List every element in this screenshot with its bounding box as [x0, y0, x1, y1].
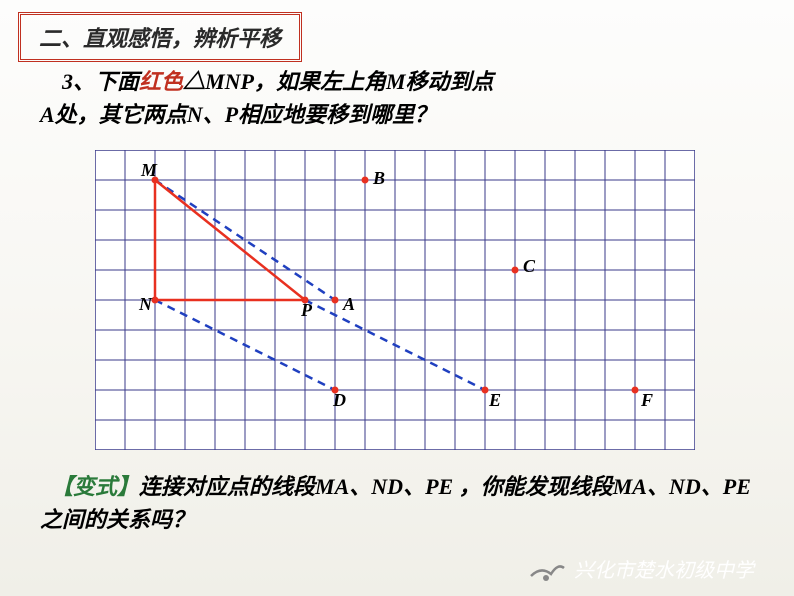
- question-text: 3、下面红色△MNP，如果左上角M移动到点 A处，其它两点N、P相应地要移到哪里？: [40, 65, 754, 131]
- q-n: N: [187, 102, 203, 127]
- grid-figure: M N P A B C D E F: [95, 150, 695, 450]
- school-logo-icon: [526, 548, 566, 588]
- q-p3: ，如果左上角: [254, 69, 386, 94]
- q-m: M: [386, 69, 406, 94]
- svg-text:P: P: [300, 300, 313, 320]
- grid-svg: M N P A B C D E F: [95, 150, 695, 450]
- q-prefix: 3、: [62, 69, 95, 94]
- footer: 兴化市楚水初级中学: [526, 548, 754, 588]
- svg-text:N: N: [138, 294, 153, 314]
- q-red: 红色: [139, 69, 183, 94]
- q-a: A: [40, 102, 55, 127]
- q-p7: 相应地要移到哪里？: [238, 102, 436, 127]
- bt-ma: MA: [315, 474, 349, 499]
- bt-nd2: ND: [669, 474, 701, 499]
- q-tri: MNP: [205, 69, 254, 94]
- bt3: 、: [403, 474, 425, 499]
- bt5: 、: [647, 474, 669, 499]
- q-p: P: [225, 102, 238, 127]
- svg-text:A: A: [342, 294, 355, 314]
- bt4: ，你能发现线段: [453, 474, 613, 499]
- q-p1: 下面: [95, 69, 139, 94]
- svg-text:F: F: [640, 390, 653, 410]
- bt-nd: ND: [371, 474, 403, 499]
- svg-text:D: D: [332, 390, 346, 410]
- bt7: 之间的关系吗？: [40, 507, 194, 532]
- bt6: 、: [701, 474, 723, 499]
- bt1: 连接对应点的线段: [139, 474, 315, 499]
- var-label: 【变式】: [51, 474, 139, 499]
- bt-ma2: MA: [613, 474, 647, 499]
- bt2: 、: [349, 474, 371, 499]
- svg-text:M: M: [140, 160, 158, 180]
- bt-pe: PE: [425, 474, 453, 499]
- footer-text: 兴化市楚水初级中学: [574, 554, 754, 583]
- section-header-text: 二、直观感悟，辨析平移: [39, 26, 281, 51]
- q-p6: 、: [203, 102, 225, 127]
- q-tri-sym: △: [183, 69, 205, 94]
- section-header-box: 二、直观感悟，辨析平移: [18, 12, 302, 62]
- svg-text:C: C: [523, 256, 536, 276]
- variation-text: 【变式】连接对应点的线段MA、ND、PE ，你能发现线段MA、ND、PE 之间的…: [40, 470, 754, 536]
- bt-pe2: PE: [723, 474, 751, 499]
- svg-text:B: B: [372, 168, 385, 188]
- svg-text:E: E: [488, 390, 501, 410]
- q-p5: 处，其它两点: [55, 102, 187, 127]
- q-p4: 移动到点: [406, 69, 494, 94]
